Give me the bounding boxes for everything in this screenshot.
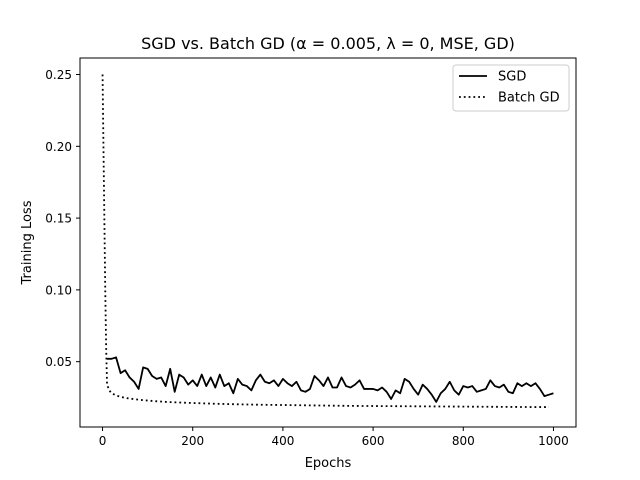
- y-tick-label: 0.10: [45, 283, 72, 297]
- y-axis: 0.05 0.10 0.15 0.20 0.25: [45, 68, 80, 369]
- x-axis: 0 200 400 600 800 1000: [99, 427, 569, 448]
- x-tick-label: 0: [99, 434, 107, 448]
- x-axis-label: Epochs: [305, 456, 352, 471]
- series-layer: [101, 74, 554, 408]
- legend-label-sgd: SGD: [498, 70, 526, 85]
- x-tick-label: 400: [271, 434, 294, 448]
- x-tick-label: 1000: [538, 434, 569, 448]
- y-axis-label: Training Loss: [20, 200, 35, 285]
- legend-label-batch-gd: Batch GD: [498, 91, 560, 106]
- plot-area: [80, 58, 576, 427]
- y-tick-label: 0.25: [45, 68, 72, 82]
- x-tick-label: 200: [181, 434, 204, 448]
- legend: SGD Batch GD: [452, 64, 570, 112]
- y-tick-label: 0.15: [45, 212, 72, 226]
- y-tick-label: 0.20: [45, 140, 72, 154]
- series-line-sgd: [107, 356, 554, 403]
- x-tick-label: 600: [362, 434, 385, 448]
- y-tick-label: 0.05: [45, 355, 72, 369]
- series-line-batch-gd: [101, 74, 549, 408]
- chart-title: SGD vs. Batch GD (α = 0.005, λ = 0, MSE,…: [141, 34, 515, 53]
- plot-frame: [79, 57, 577, 428]
- x-tick-label: 800: [452, 434, 475, 448]
